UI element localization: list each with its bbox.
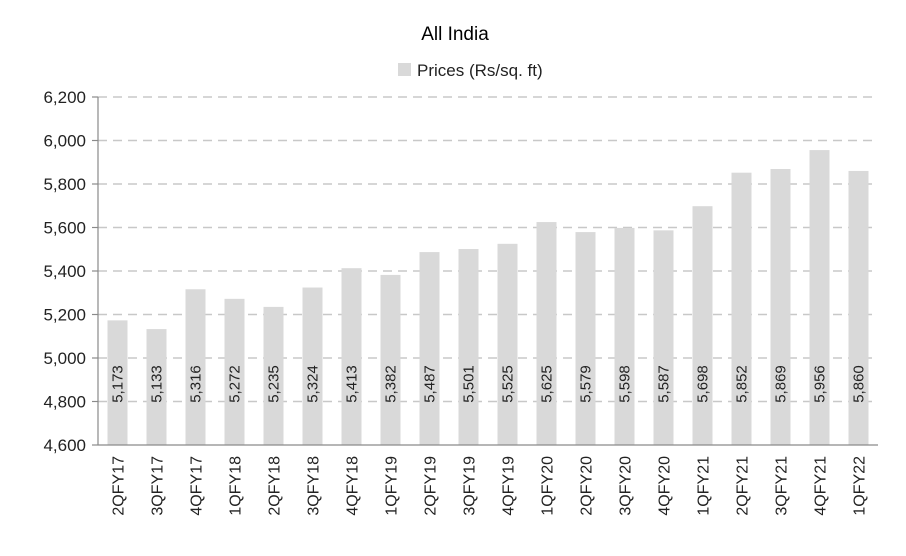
x-tick-label: 4QFY19 [501, 456, 518, 516]
data-label: 5,698 [695, 365, 712, 403]
bar [848, 170, 869, 445]
x-tick-label: 2QFY18 [267, 456, 284, 516]
x-axis-ticks: 2QFY17 3QFY17 4QFY17 1QFY18 2QFY18 3QFY18 4QFY… [111, 456, 869, 516]
x-tick-label: 3QFY17 [150, 456, 167, 516]
y-tick-label: 4,600 [43, 436, 86, 455]
bar [731, 172, 752, 445]
data-label: 5,133 [149, 365, 166, 403]
y-axis-ticks: 4,600 4,800 5,000 5,200 5,400 5,600 5,800 6,000… [43, 88, 98, 455]
x-tick-label: 2QFY19 [423, 456, 440, 516]
bar [614, 227, 635, 445]
bar [458, 249, 479, 445]
x-tick-label: 3QFY20 [618, 456, 635, 516]
data-label: 5,579 [578, 365, 595, 403]
y-tick-label: 5,400 [43, 262, 86, 281]
y-tick-label: 6,200 [43, 88, 86, 107]
data-label: 5,501 [461, 365, 478, 403]
data-label: 5,413 [344, 365, 361, 403]
data-label: 5,324 [305, 365, 322, 403]
bar [497, 243, 518, 445]
bar [809, 150, 830, 445]
bar [770, 168, 791, 445]
data-label: 5,316 [188, 365, 205, 403]
x-tick-label: 3QFY19 [462, 456, 479, 516]
data-label: 5,956 [812, 365, 829, 403]
x-tick-label: 1QFY19 [384, 456, 401, 516]
data-labels: 5,173 5,133 5,316 5,272 5,235 5,324 5,413 5,382… [110, 365, 868, 403]
grid-lines [98, 96, 878, 403]
legend-swatch [398, 63, 411, 76]
data-label: 5,598 [617, 365, 634, 403]
bar [380, 274, 401, 445]
y-tick-label: 4,800 [43, 393, 86, 412]
bar [302, 287, 323, 445]
data-label: 5,382 [383, 365, 400, 403]
chart-title: All India [421, 24, 489, 45]
legend: Prices (Rs/sq. ft) [398, 61, 543, 80]
x-tick-label: 2QFY20 [579, 456, 596, 516]
bar [341, 268, 362, 445]
axes [97, 97, 878, 446]
bar [536, 222, 557, 445]
data-label: 5,860 [851, 365, 868, 403]
data-label: 5,272 [227, 365, 244, 403]
y-tick-label: 5,600 [43, 219, 86, 238]
x-tick-label: 4QFY20 [657, 456, 674, 516]
x-tick-label: 3QFY18 [306, 456, 323, 516]
y-tick-label: 5,000 [43, 349, 86, 368]
data-label: 5,173 [110, 365, 127, 403]
x-tick-label: 1QFY20 [540, 456, 557, 516]
x-tick-label: 1QFY18 [228, 456, 245, 516]
bars [107, 150, 869, 445]
x-tick-label: 1QFY22 [852, 456, 869, 516]
bar [146, 329, 167, 445]
bar [653, 230, 674, 445]
x-tick-label: 2QFY21 [735, 456, 752, 516]
x-tick-label: 4QFY21 [813, 456, 830, 516]
bar [107, 320, 128, 445]
bar [185, 289, 206, 445]
bar [263, 306, 284, 445]
bar [224, 298, 245, 445]
data-label: 5,587 [656, 365, 673, 403]
bar [419, 252, 440, 445]
bar [692, 206, 713, 445]
data-label: 5,487 [422, 365, 439, 403]
x-tick-label: 1QFY21 [696, 456, 713, 516]
data-label: 5,235 [266, 365, 283, 403]
bar [575, 232, 596, 445]
x-tick-label: 4QFY18 [345, 456, 362, 516]
x-tick-label: 4QFY17 [189, 456, 206, 516]
data-label: 5,525 [500, 365, 517, 403]
y-tick-label: 5,800 [43, 175, 86, 194]
data-label: 5,625 [539, 365, 556, 403]
y-tick-label: 6,000 [43, 132, 86, 151]
legend-label: Prices (Rs/sq. ft) [417, 61, 543, 80]
y-tick-label: 5,200 [43, 306, 86, 325]
x-tick-label: 2QFY17 [111, 456, 128, 516]
data-label: 5,869 [773, 365, 790, 403]
data-label: 5,852 [734, 365, 751, 403]
x-tick-label: 3QFY21 [774, 456, 791, 516]
